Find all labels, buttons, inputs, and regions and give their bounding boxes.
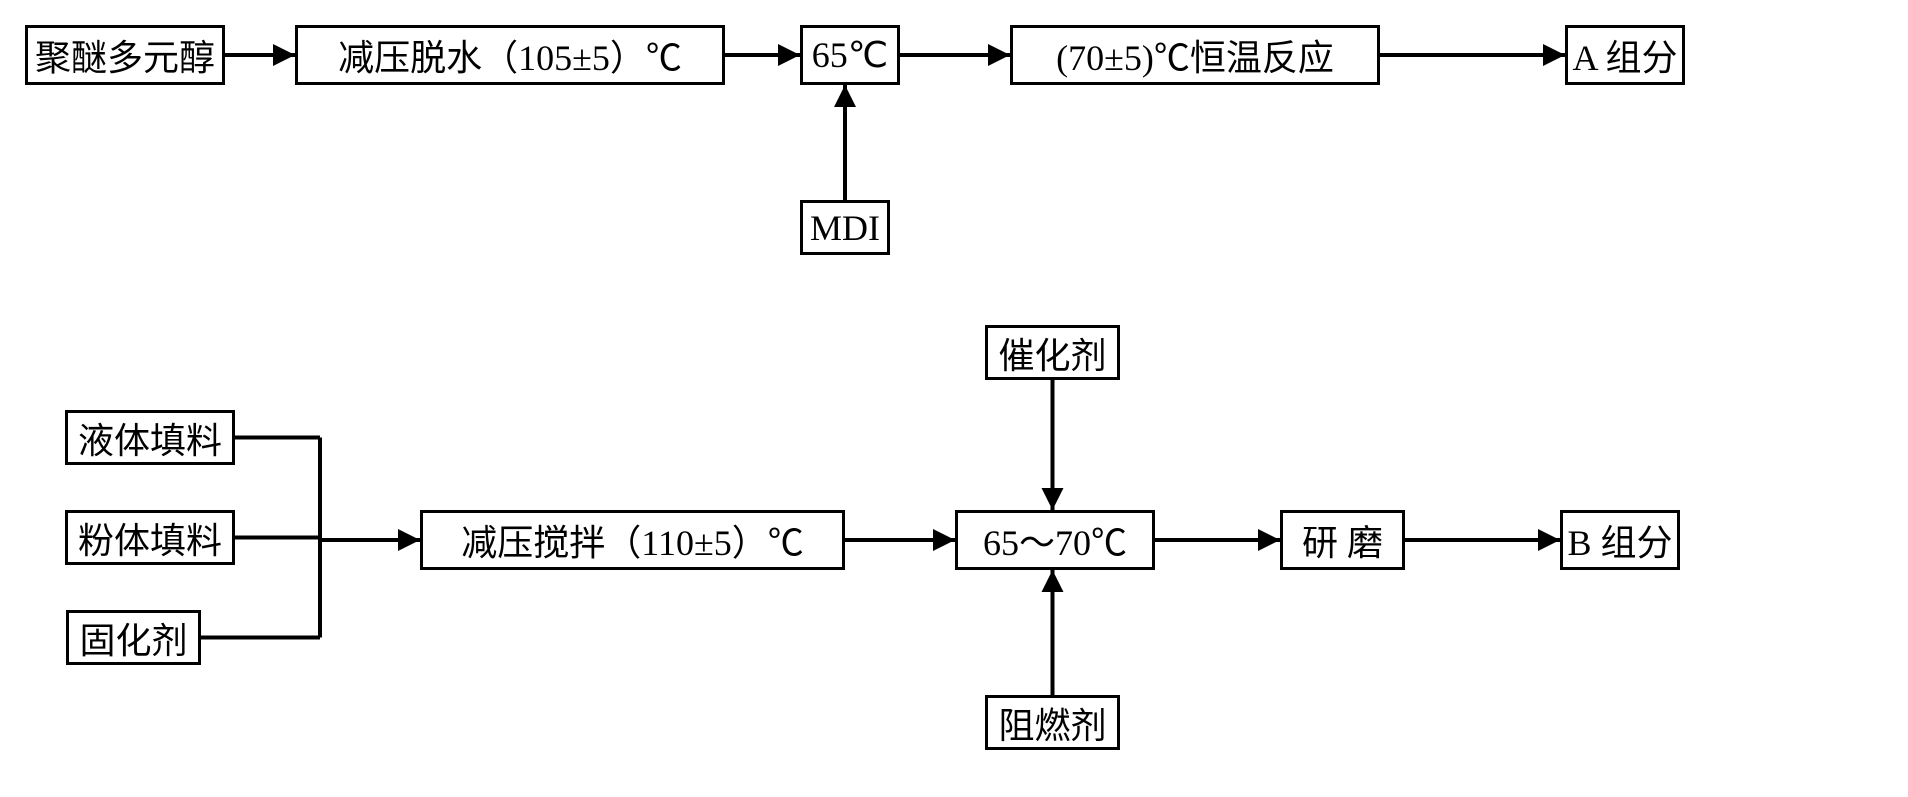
node-n2-label: 减压脱水（105±5）℃ — [338, 29, 682, 81]
node-m9: 阻燃剂 — [985, 695, 1120, 750]
node-m2-label: 粉体填料 — [78, 512, 222, 564]
node-m4-label: 减压搅拌（110±5）℃ — [461, 514, 803, 566]
node-m6-label: 研 磨 — [1302, 514, 1383, 566]
diagram-stage: 聚醚多元醇 减压脱水（105±5）℃ 65℃ (70±5)℃恒温反应 A 组分 MDI 液体… — [0, 0, 1908, 797]
arrow-canvas — [0, 0, 1908, 797]
node-n6: MDI — [800, 200, 890, 255]
node-m3-label: 固化剂 — [79, 612, 187, 664]
node-m7: B 组分 — [1560, 510, 1680, 570]
node-n3-label: 65℃ — [812, 34, 888, 76]
node-n2: 减压脱水（105±5）℃ — [295, 25, 725, 85]
node-n1: 聚醚多元醇 — [25, 25, 225, 85]
node-m3: 固化剂 — [66, 610, 201, 665]
node-n4: (70±5)℃恒温反应 — [1010, 25, 1380, 85]
node-m5: 65～70℃ — [955, 510, 1155, 570]
node-m8-label: 催化剂 — [998, 327, 1106, 379]
node-n3: 65℃ — [800, 25, 900, 85]
node-m1-label: 液体填料 — [78, 412, 222, 464]
node-m6: 研 磨 — [1280, 510, 1405, 570]
node-n5-label: A 组分 — [1572, 29, 1677, 81]
node-n1-label: 聚醚多元醇 — [35, 29, 215, 81]
node-n4-label: (70±5)℃恒温反应 — [1056, 29, 1334, 81]
node-n6-label: MDI — [810, 207, 880, 249]
node-m4: 减压搅拌（110±5）℃ — [420, 510, 845, 570]
node-m7-label: B 组分 — [1567, 514, 1672, 566]
node-m8: 催化剂 — [985, 325, 1120, 380]
node-n5: A 组分 — [1565, 25, 1685, 85]
node-m1: 液体填料 — [65, 410, 235, 465]
node-m2: 粉体填料 — [65, 510, 235, 565]
node-m5-label: 65～70℃ — [983, 514, 1127, 566]
node-m9-label: 阻燃剂 — [998, 697, 1106, 749]
